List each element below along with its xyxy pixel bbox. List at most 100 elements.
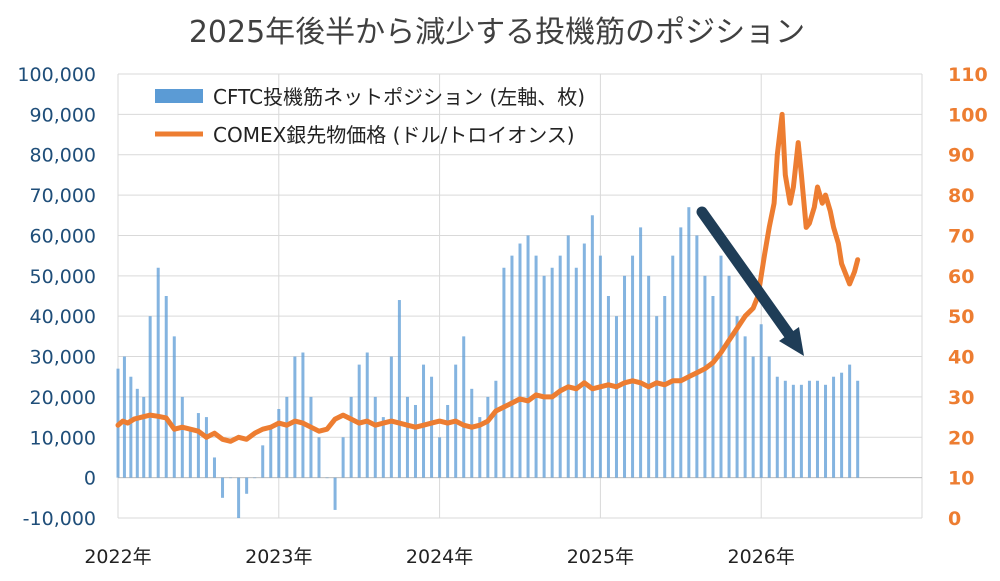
position-bar: [470, 388, 474, 478]
position-bar: [253, 477, 257, 479]
position-bar: [647, 275, 651, 478]
position-bar: [550, 267, 554, 478]
x-axis: 2022年 2023年 2024年 2025年 2026年: [84, 546, 795, 568]
position-bar: [309, 396, 313, 478]
legend-line-label: COMEX銀先物価格 (ドル/トロイオンス): [213, 123, 575, 147]
x-tick-label: 2024年: [406, 546, 473, 568]
right-tick-label: 0: [948, 508, 961, 530]
position-bar: [486, 396, 490, 478]
left-tick-label: 0: [84, 468, 96, 490]
position-bar: [687, 207, 691, 478]
decline-arrow-head: [779, 327, 804, 356]
position-bar: [502, 267, 506, 478]
position-bar: [301, 352, 305, 478]
position-bar: [711, 296, 715, 478]
right-tick-label: 30: [948, 387, 974, 409]
position-bar: [188, 429, 192, 478]
position-bar: [269, 429, 273, 478]
position-bar: [405, 396, 409, 478]
position-bar: [856, 380, 860, 478]
position-bar: [807, 380, 811, 478]
left-tick-label: 70,000: [30, 185, 96, 207]
position-bars: [116, 207, 860, 518]
position-bar: [245, 477, 249, 494]
silver-price-line: [115, 111, 861, 444]
position-bar: [590, 215, 594, 478]
position-bar: [759, 324, 763, 478]
position-bar: [430, 376, 434, 478]
left-axis: -10,000 0 10,000 20,000 30,000 40,000 50,000 60…: [17, 64, 96, 530]
x-tick-label: 2022年: [84, 546, 151, 568]
position-bar: [261, 445, 265, 478]
position-bar: [180, 396, 184, 478]
position-bar: [631, 255, 635, 478]
right-tick-label: 10: [948, 468, 974, 490]
right-tick-label: 70: [948, 225, 974, 247]
position-bar: [494, 380, 498, 478]
position-bar: [317, 437, 321, 478]
position-bar: [293, 356, 297, 478]
left-tick-label: 80,000: [30, 145, 96, 167]
position-bar: [727, 275, 731, 478]
right-tick-label: 60: [948, 266, 974, 288]
position-bar: [196, 413, 200, 478]
position-bar: [349, 396, 353, 478]
left-tick-label: 60,000: [30, 225, 96, 247]
position-bar: [719, 255, 723, 478]
position-bar: [142, 396, 146, 478]
x-tick-label: 2026年: [728, 546, 795, 568]
position-bar: [639, 227, 643, 478]
right-tick-label: 110: [948, 64, 988, 86]
position-bar: [341, 437, 345, 478]
position-bar: [221, 477, 225, 498]
position-bar: [526, 235, 530, 478]
position-bar: [438, 437, 442, 478]
position-bar: [478, 417, 482, 478]
position-bar: [212, 457, 216, 478]
position-bar: [277, 409, 281, 478]
legend-bar-label: CFTC投機筋ネットポジション (左軸、枚): [213, 85, 585, 109]
position-bar: [446, 404, 450, 478]
position-bar: [558, 255, 562, 478]
position-bar: [775, 376, 779, 478]
position-bar: [791, 384, 795, 478]
left-tick-label: 30,000: [30, 347, 96, 369]
position-bar: [122, 356, 126, 478]
position-bar: [129, 376, 133, 478]
position-bar: [365, 352, 369, 478]
position-bar: [510, 255, 514, 478]
legend-bar-swatch: [155, 89, 203, 103]
position-bar: [824, 384, 828, 478]
right-tick-label: 80: [948, 185, 974, 207]
right-tick-label: 90: [948, 145, 974, 167]
position-bar: [767, 356, 771, 478]
left-tick-label: -10,000: [23, 508, 96, 530]
position-bar: [156, 267, 160, 478]
right-tick-label: 100: [948, 104, 988, 126]
position-bar: [751, 356, 755, 478]
position-bar: [574, 267, 578, 478]
left-tick-label: 10,000: [30, 427, 96, 449]
position-bar: [333, 477, 337, 510]
position-bar: [655, 316, 659, 478]
position-bar: [237, 477, 241, 518]
position-bar: [783, 380, 787, 478]
right-axis: 0 10 20 30 40 50 60 70 80 90 100 110: [948, 64, 988, 530]
price-line-layer: [115, 111, 861, 444]
position-bar: [285, 396, 289, 478]
position-bar: [815, 380, 819, 478]
position-bar: [148, 316, 152, 478]
position-bar: [598, 255, 602, 478]
position-bar: [164, 296, 168, 478]
position-bar: [462, 336, 466, 478]
decline-arrow-shaft: [696, 206, 799, 346]
position-bar: [832, 376, 836, 478]
left-tick-label: 40,000: [30, 306, 96, 328]
position-bar: [413, 404, 417, 478]
position-bar: [735, 316, 739, 478]
x-tick-label: 2023年: [245, 546, 312, 568]
position-bar: [848, 364, 852, 478]
position-bar: [542, 275, 546, 478]
position-bar: [840, 372, 844, 478]
